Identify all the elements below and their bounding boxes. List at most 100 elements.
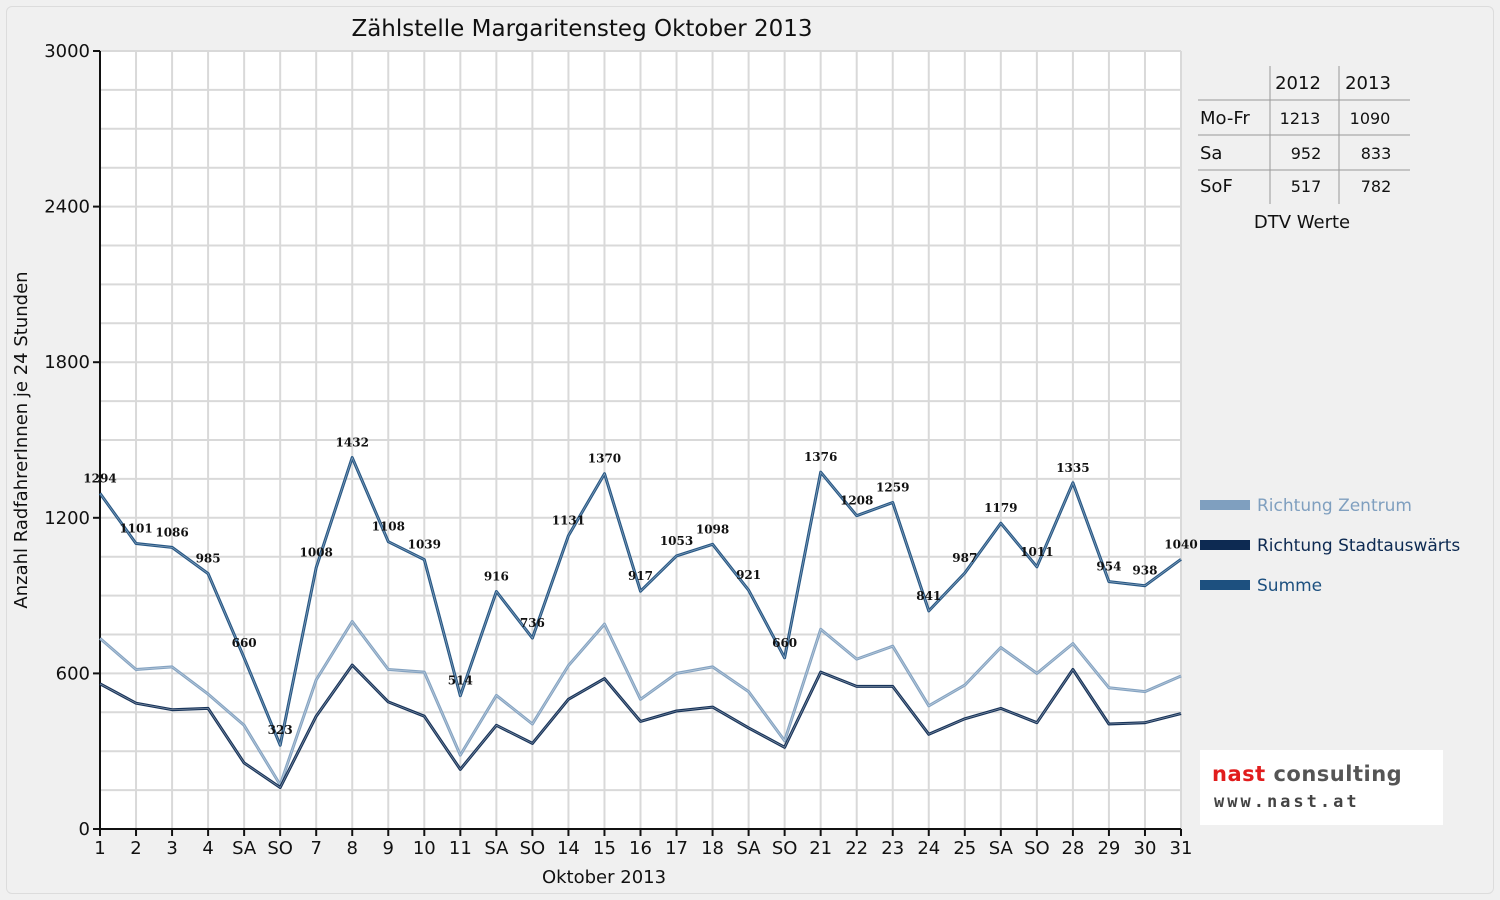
table-row-label: Sa bbox=[1200, 143, 1222, 164]
table-caption: DTV Werte bbox=[1254, 212, 1350, 233]
data-label: 917 bbox=[628, 569, 653, 583]
data-label: 954 bbox=[1096, 560, 1121, 574]
x-tick-label: SO bbox=[1024, 838, 1050, 859]
y-tick-label: 1200 bbox=[44, 508, 90, 529]
x-tick-label: 29 bbox=[1097, 838, 1120, 859]
dtv-table: 2012 2013 Mo-Fr 1213 1090 Sa 952 833 SoF… bbox=[1198, 66, 1410, 233]
x-tick-label: 9 bbox=[383, 838, 394, 859]
legend-label-stadtauswaerts: Richtung Stadtauswärts bbox=[1257, 536, 1460, 556]
data-label: 736 bbox=[520, 616, 545, 630]
legend-swatch-stadtauswaerts bbox=[1200, 540, 1250, 550]
x-tick-label: SA bbox=[737, 838, 762, 859]
series-line-stadtauswaerts-highlight bbox=[99, 664, 1182, 788]
table-cell: 952 bbox=[1291, 144, 1322, 163]
data-label: 660 bbox=[232, 636, 257, 650]
data-label: 841 bbox=[916, 589, 941, 603]
data-label: 1208 bbox=[840, 494, 873, 508]
x-tick-label: SA bbox=[484, 838, 509, 859]
table-cell: 782 bbox=[1361, 177, 1392, 196]
table-row-label: SoF bbox=[1200, 176, 1233, 197]
x-tick-label: 22 bbox=[845, 838, 868, 859]
table-row-label: Mo-Fr bbox=[1200, 108, 1250, 129]
x-tick-label: 4 bbox=[202, 838, 213, 859]
data-label: 985 bbox=[196, 552, 221, 566]
x-tick-label: SO bbox=[772, 838, 798, 859]
data-label: 1370 bbox=[588, 452, 621, 466]
data-label: 1376 bbox=[804, 450, 837, 464]
table-cell: 1213 bbox=[1280, 109, 1321, 128]
data-label: 1108 bbox=[372, 520, 405, 534]
x-tick-label: 7 bbox=[310, 838, 321, 859]
data-label: 921 bbox=[736, 568, 761, 582]
data-label: 916 bbox=[484, 569, 509, 583]
logo-wordmark: nast consulting bbox=[1212, 762, 1402, 786]
data-label: 1039 bbox=[408, 538, 441, 552]
legend: Richtung Zentrum Richtung Stadtauswärts … bbox=[1200, 496, 1460, 596]
x-tick-label: 3 bbox=[166, 838, 177, 859]
data-label: 514 bbox=[448, 674, 473, 688]
x-tick-label: 11 bbox=[449, 838, 472, 859]
x-tick-label: 30 bbox=[1134, 838, 1157, 859]
logo-url: www.nast.at bbox=[1214, 792, 1360, 812]
x-tick-label: 15 bbox=[593, 838, 616, 859]
grid-lines bbox=[100, 50, 1182, 829]
series-line-summe-highlight bbox=[99, 456, 1182, 747]
x-tick-label: 25 bbox=[953, 838, 976, 859]
x-tick-label: 21 bbox=[809, 838, 832, 859]
x-tick-label: 28 bbox=[1061, 838, 1084, 859]
chart-title: Zählstelle Margaritensteg Oktober 2013 bbox=[351, 16, 812, 42]
y-tick-label: 2400 bbox=[44, 197, 90, 218]
x-tick-label: 16 bbox=[629, 838, 652, 859]
legend-label-zentrum: Richtung Zentrum bbox=[1257, 496, 1412, 516]
table-header-2012: 2012 bbox=[1275, 73, 1321, 94]
legend-swatch-summe bbox=[1200, 580, 1250, 590]
logo-word-nast: nast bbox=[1212, 762, 1266, 786]
x-tick-label: 2 bbox=[130, 838, 141, 859]
y-tick-label: 3000 bbox=[44, 41, 90, 62]
x-tick-label: 1 bbox=[94, 838, 105, 859]
data-label: 1008 bbox=[299, 546, 332, 560]
data-label: 987 bbox=[952, 551, 977, 565]
data-label: 323 bbox=[268, 723, 293, 737]
legend-label-summe: Summe bbox=[1257, 576, 1322, 596]
series-lines bbox=[98, 456, 1182, 789]
x-tick-label: 8 bbox=[347, 838, 358, 859]
x-tick-label: 17 bbox=[665, 838, 688, 859]
x-tick-label: 31 bbox=[1170, 838, 1193, 859]
table-cell: 517 bbox=[1291, 177, 1322, 196]
logo-word-consulting: consulting bbox=[1265, 762, 1403, 786]
data-label: 660 bbox=[772, 636, 797, 650]
x-tick-label: 14 bbox=[557, 838, 580, 859]
x-tick-label: 18 bbox=[701, 838, 724, 859]
x-tick-label: SO bbox=[267, 838, 293, 859]
company-logo: nast consulting www.nast.at bbox=[1200, 750, 1443, 825]
table-cell: 833 bbox=[1361, 144, 1392, 163]
table-header-2013: 2013 bbox=[1345, 73, 1391, 94]
x-tick-label: SO bbox=[520, 838, 546, 859]
table-cell: 1090 bbox=[1350, 109, 1391, 128]
data-label: 1294 bbox=[83, 471, 116, 485]
data-label: 1179 bbox=[984, 501, 1017, 515]
x-axis-label: Oktober 2013 bbox=[542, 867, 666, 888]
y-tick-label: 1800 bbox=[44, 352, 90, 373]
data-label: 1098 bbox=[696, 522, 729, 536]
y-tick-label: 0 bbox=[79, 819, 90, 840]
data-label: 1101 bbox=[119, 521, 152, 535]
data-label: 1040 bbox=[1164, 537, 1197, 551]
data-label: 1131 bbox=[552, 514, 585, 528]
data-label: 938 bbox=[1132, 564, 1157, 578]
x-tick-label: 10 bbox=[413, 838, 436, 859]
y-tick-label: 600 bbox=[56, 663, 90, 684]
data-label: 1053 bbox=[660, 534, 693, 548]
data-label: 1335 bbox=[1056, 461, 1089, 475]
x-tick-label: 24 bbox=[917, 838, 940, 859]
y-axis-label: Anzahl RadfahrerInnen je 24 Stunden bbox=[11, 271, 32, 608]
legend-swatch-zentrum bbox=[1200, 500, 1250, 510]
data-label: 1086 bbox=[155, 525, 188, 539]
data-label: 1432 bbox=[336, 436, 369, 450]
data-label: 1011 bbox=[1020, 545, 1053, 559]
x-tick-label: 23 bbox=[881, 838, 904, 859]
